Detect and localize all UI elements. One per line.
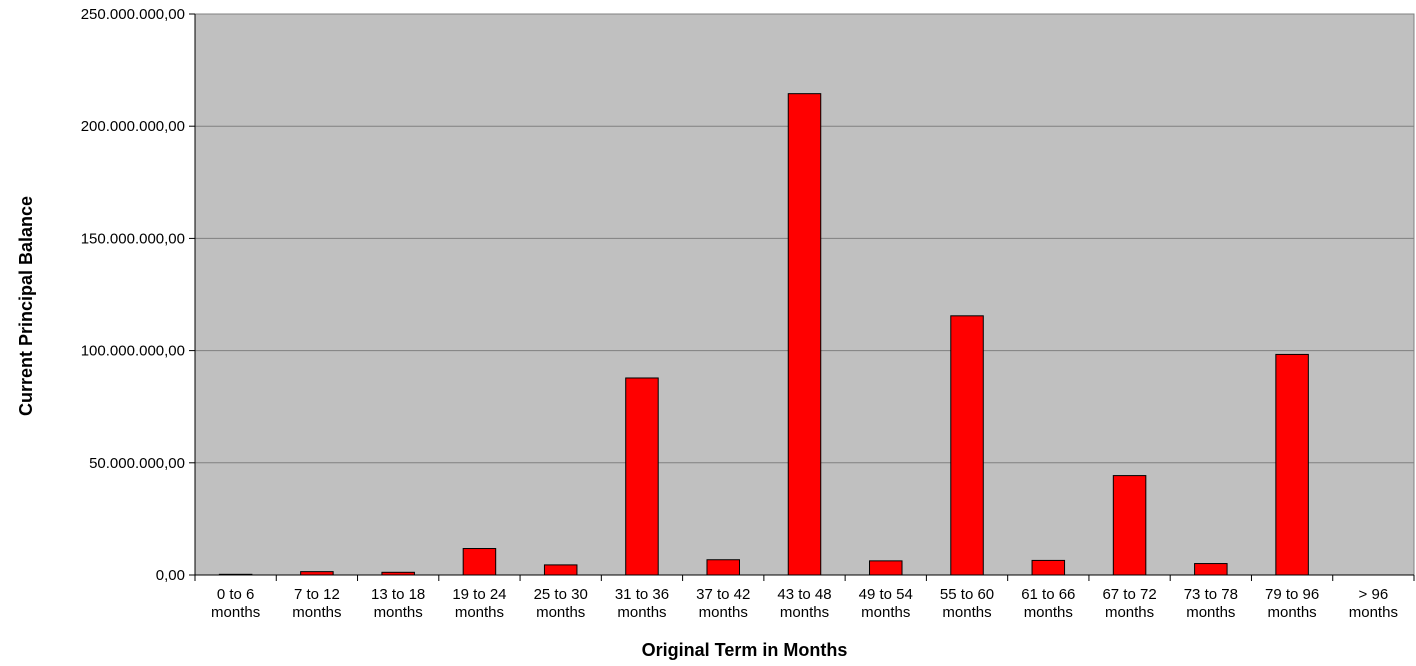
- bar: [625, 377, 659, 576]
- bar: [706, 559, 740, 576]
- y-axis-ticks: 0,00 50.000.000,00 100.000.000,00 150.000.0…: [81, 6, 1414, 584]
- x-tick-label: 19 to 24 months: [452, 586, 506, 621]
- bar: [869, 560, 903, 576]
- bar: [950, 315, 984, 576]
- x-axis-title: Original Term in Months: [642, 640, 848, 660]
- bar: [1112, 475, 1147, 576]
- y-tick-label: 100.000.000,00: [81, 343, 185, 360]
- x-tick-label: 31 to 36 months: [615, 586, 669, 621]
- x-tick-label: 25 to 30 months: [534, 586, 588, 621]
- bar: [300, 571, 334, 576]
- x-axis-ticks: 0 to 6 months 7 to 12 months 13 to 18 months 1…: [194, 575, 1415, 621]
- y-tick-label: 0,00: [156, 567, 185, 584]
- x-tick-label: 61 to 66 months: [1021, 586, 1075, 621]
- bar: [1275, 353, 1309, 576]
- x-tick-label: 55 to 60 months: [940, 586, 994, 621]
- bar: [1031, 559, 1066, 576]
- x-tick-label: 67 to 72 months: [1102, 586, 1156, 621]
- x-tick-label: 13 to 18 months: [371, 586, 425, 621]
- x-tick-label: 73 to 78 months: [1184, 586, 1238, 621]
- x-tick-label: > 96 months: [1349, 586, 1398, 621]
- bar: [543, 564, 578, 576]
- x-tick-label: 49 to 54 months: [859, 586, 913, 621]
- x-tick-label: 79 to 96 months: [1265, 586, 1319, 621]
- x-tick-label: 0 to 6 months: [211, 586, 260, 621]
- y-tick-label: 50.000.000,00: [89, 455, 185, 472]
- bars: [218, 93, 1309, 576]
- y-axis-title: Current Principal Balance: [16, 196, 36, 416]
- x-tick-label: 37 to 42 months: [696, 586, 750, 621]
- y-tick-label: 250.000.000,00: [81, 6, 185, 23]
- bar: [462, 548, 497, 576]
- y-tick-label: 200.000.000,00: [81, 118, 185, 135]
- x-tick-label: 7 to 12 months: [292, 586, 341, 621]
- bar: [1194, 563, 1228, 576]
- x-tick-label: 43 to 48 months: [777, 586, 831, 621]
- y-tick-label: 150.000.000,00: [81, 230, 185, 247]
- bar: [787, 93, 822, 576]
